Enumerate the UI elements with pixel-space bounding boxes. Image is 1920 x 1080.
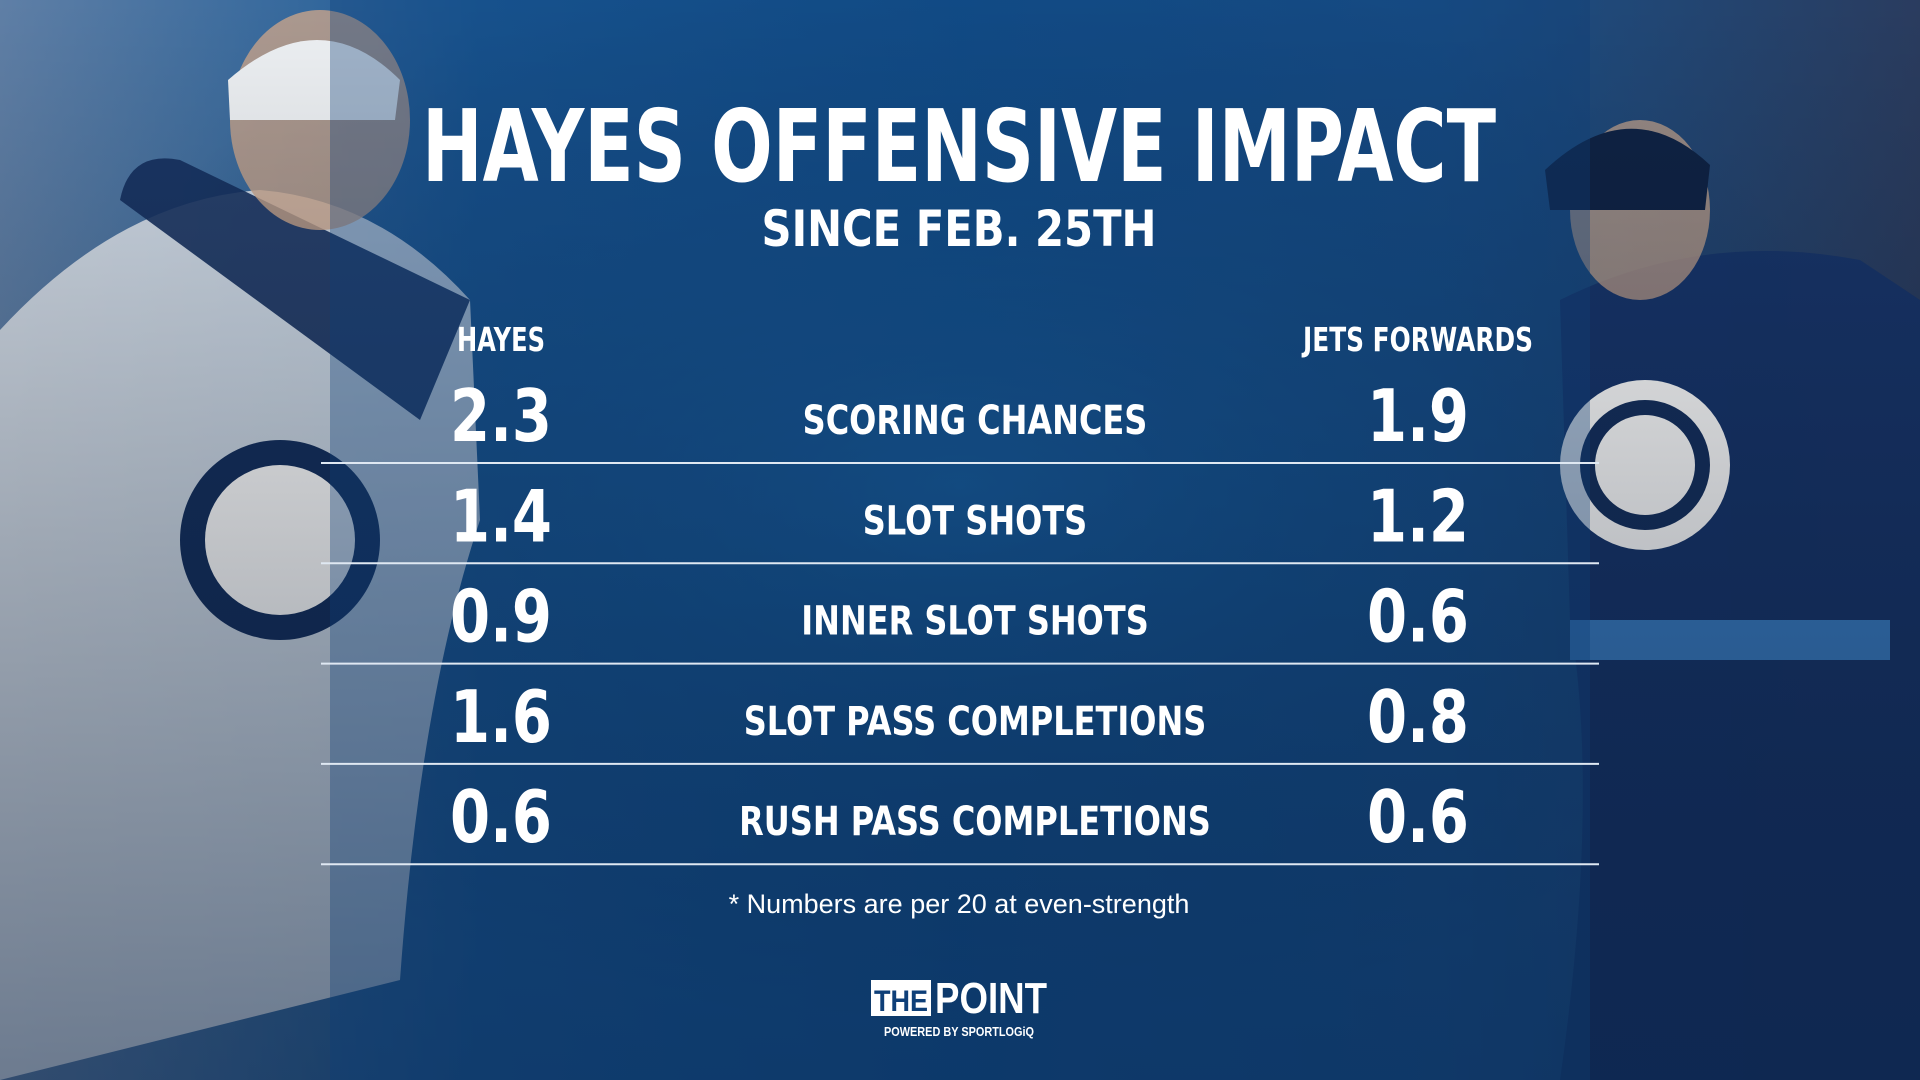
hayes-value: 0.6 xyxy=(450,775,552,859)
jets-value: 0.8 xyxy=(1367,675,1469,759)
row-label: SLOT SHOTS xyxy=(863,498,1087,544)
row-label: SLOT PASS COMPLETIONS xyxy=(744,699,1207,745)
column-header: JETS FORWARDS xyxy=(1301,320,1533,359)
table: 2.3 SCORING CHANCES 1.9 1.4 SLOT SHOTS 1.2 0.9… xyxy=(321,374,1599,866)
hayes-value: 1.6 xyxy=(450,675,552,759)
hayes-value: 2.3 xyxy=(450,374,552,458)
center-panel xyxy=(330,0,1590,1080)
row-label: SCORING CHANCES xyxy=(803,398,1148,444)
row-label: INNER SLOT SHOTS xyxy=(801,599,1149,645)
logo-box xyxy=(871,980,931,1016)
jets-value: 1.9 xyxy=(1367,374,1469,458)
logo-powered: POWERED BY SPORTLOGiQ xyxy=(884,1024,1034,1039)
jets-value: 0.6 xyxy=(1367,575,1469,659)
jets-value: 1.2 xyxy=(1367,474,1469,558)
subtitle: SINCE FEB. 25TH xyxy=(762,200,1157,258)
hayes-value: 0.9 xyxy=(450,575,552,659)
jets-value: 0.6 xyxy=(1367,775,1469,859)
logo-the: THE xyxy=(874,985,928,1018)
logo: THE POINT POWERED BY SPORTLOGiQ xyxy=(871,974,1047,1039)
title: HAYES OFFENSIVE IMPACT xyxy=(422,88,1496,205)
row-label: RUSH PASS COMPLETIONS xyxy=(739,799,1211,845)
hayes-value: 1.4 xyxy=(450,474,552,558)
column-header: HAYES xyxy=(457,320,545,359)
footnote: * Numbers are per 20 at even-strength xyxy=(729,889,1190,919)
logo-point: POINT xyxy=(935,974,1047,1023)
